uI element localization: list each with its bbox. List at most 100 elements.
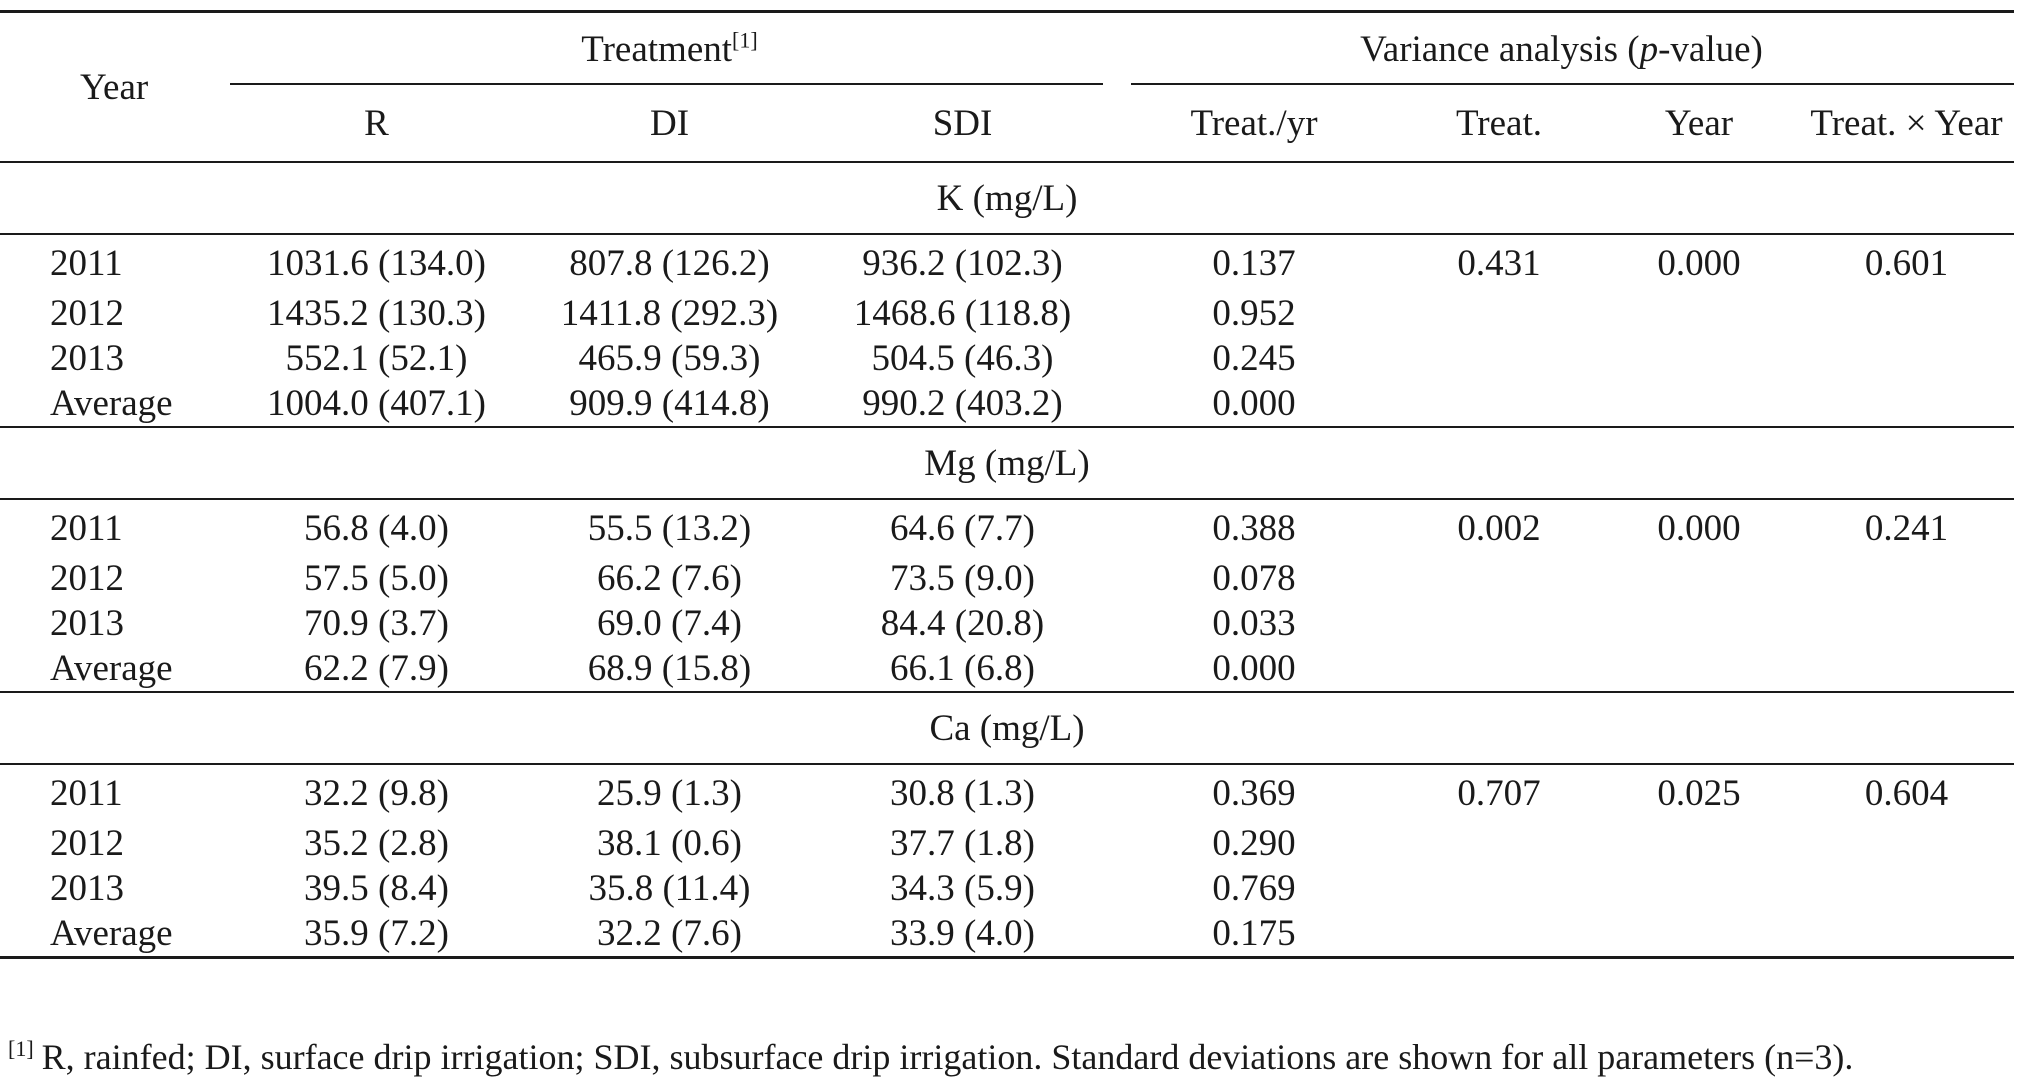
- cell-year: 2012: [50, 823, 124, 864]
- cell-year: 2013: [50, 338, 124, 379]
- cell-treat-yr: 0.033: [1212, 603, 1296, 644]
- cell-di: 25.9 (1.3): [597, 772, 742, 814]
- table-row: 2011 32.2 (9.8) 25.9 (1.3) 30.8 (1.3) 0.…: [0, 764, 2014, 821]
- cell-yr: [1599, 646, 1799, 692]
- table-row: Average 62.2 (7.9) 68.9 (15.8) 66.1 (6.8…: [0, 646, 2014, 692]
- cell-di: 69.0 (7.4): [597, 603, 742, 644]
- cell-year: Average: [0, 911, 230, 959]
- cell-treat-yr: 0.369: [1212, 772, 1296, 814]
- variance-header: Variance analysis (p-value): [1109, 10, 2015, 85]
- section-title-ca: Ca (mg/L): [0, 691, 2015, 765]
- section-title-mg: Mg (mg/L): [0, 426, 2015, 500]
- col-header-r: R: [364, 102, 389, 144]
- cell-treat-x-year: 0.604: [1864, 772, 1949, 814]
- cell-treat-x-year: [1799, 336, 2014, 381]
- table-row: 2013 70.9 (3.7) 69.0 (7.4) 84.4 (20.8) 0…: [0, 601, 2014, 646]
- col-header-sdi: SDI: [932, 102, 993, 144]
- cell-yr: 0.000: [1657, 507, 1741, 549]
- variance-underline: [1131, 83, 2015, 85]
- cell-di: 55.5 (13.2): [587, 507, 752, 549]
- cell-treat-x-year: [1799, 646, 2014, 692]
- variance-header-prefix: Variance analysis (: [1360, 28, 1640, 70]
- cell-treat-x-year: [1799, 291, 2014, 336]
- cell-di: 807.8 (126.2): [569, 242, 770, 284]
- cell-treat: 0.002: [1457, 507, 1541, 549]
- year-header: Year: [0, 10, 230, 162]
- cell-year: 2011: [50, 242, 123, 284]
- section-header-row: Ca (mg/L): [0, 691, 2015, 765]
- cell-di: 909.9 (414.8): [569, 383, 770, 424]
- section-title-k: K (mg/L): [0, 161, 2015, 235]
- cell-r: 57.5 (5.0): [304, 558, 449, 599]
- cell-treat-x-year: [1799, 601, 2014, 646]
- cell-treat-yr: 0.769: [1212, 868, 1296, 909]
- cell-treat-yr: 0.290: [1212, 823, 1296, 864]
- cell-treat-yr: 0.245: [1212, 338, 1296, 379]
- cell-treat-x-year: [1799, 821, 2014, 866]
- col-header-di: DI: [649, 102, 690, 144]
- cell-treat-yr: 0.388: [1212, 507, 1296, 549]
- cell-treat: [1399, 866, 1599, 911]
- cell-r: 1435.2 (130.3): [267, 293, 486, 334]
- cell-yr: [1599, 601, 1799, 646]
- cell-year: 2013: [50, 868, 124, 909]
- section-header-row: K (mg/L): [0, 161, 2015, 235]
- cell-treat-x-year: [1799, 381, 2014, 427]
- cell-treat-yr: 0.000: [1212, 648, 1296, 689]
- cell-r: 35.9 (7.2): [230, 911, 523, 959]
- cell-year: 2011: [50, 507, 123, 549]
- cell-year: 2012: [50, 293, 124, 334]
- cell-sdi: 30.8 (1.3): [890, 772, 1035, 814]
- cell-r: 1004.0 (407.1): [267, 383, 486, 424]
- table-row: Average 1004.0 (407.1) 909.9 (414.8) 990…: [0, 381, 2014, 427]
- cell-year: Average: [50, 648, 173, 689]
- cell-year: 2011: [50, 772, 123, 814]
- cell-treat-yr: 0.000: [1212, 383, 1296, 424]
- cell-sdi: 84.4 (20.8): [880, 603, 1045, 644]
- cell-sdi: 1468.6 (118.8): [853, 293, 1072, 334]
- cell-treat-x-year: [1799, 556, 2014, 601]
- year-header-label: Year: [80, 66, 149, 108]
- results-table: Year Treatment[1] Variance analysis (p-v…: [0, 10, 2015, 959]
- cell-treat-x-year: 0.241: [1864, 507, 1949, 549]
- footnote-mark: [1]: [8, 1036, 34, 1061]
- cell-sdi: 64.6 (7.7): [890, 507, 1035, 549]
- cell-yr: [1599, 821, 1799, 866]
- cell-treat: [1399, 601, 1599, 646]
- cell-treat: [1399, 336, 1599, 381]
- cell-treat-yr: 0.078: [1212, 558, 1296, 599]
- cell-sdi: 37.7 (1.8): [890, 823, 1035, 864]
- cell-treat-x-year: [1799, 866, 2014, 911]
- col-header-treat-yr: Treat./yr: [1190, 102, 1318, 144]
- cell-di: 35.8 (11.4): [588, 868, 751, 909]
- cell-treat-yr: 0.137: [1212, 242, 1296, 284]
- cell-r: 32.2 (9.8): [304, 772, 449, 814]
- cell-r: 1031.6 (134.0): [267, 242, 486, 284]
- cell-r: 552.1 (52.1): [285, 338, 468, 379]
- cell-treat: [1399, 291, 1599, 336]
- cell-year: 2013: [50, 603, 124, 644]
- table-row: 2012 57.5 (5.0) 66.2 (7.6) 73.5 (9.0) 0.…: [0, 556, 2014, 601]
- table-row: 2013 552.1 (52.1) 465.9 (59.3) 504.5 (46…: [0, 336, 2014, 381]
- cell-sdi: 33.9 (4.0): [816, 911, 1109, 959]
- cell-di: 32.2 (7.6): [523, 911, 816, 959]
- table-header: Year Treatment[1] Variance analysis (p-v…: [0, 10, 2015, 162]
- col-header-treat: Treat.: [1456, 102, 1542, 144]
- table-footnote: [1] R, rainfed; DI, surface drip irrigati…: [8, 1036, 1853, 1078]
- table-row: Average 35.9 (7.2) 32.2 (7.6) 33.9 (4.0)…: [0, 911, 2015, 959]
- cell-r: 56.8 (4.0): [304, 507, 449, 549]
- cell-yr: [1599, 291, 1799, 336]
- cell-treat: [1399, 381, 1599, 427]
- treatment-underline: [230, 83, 1103, 85]
- cell-treat-yr: 0.952: [1212, 293, 1296, 334]
- cell-r: 39.5 (8.4): [304, 868, 449, 909]
- cell-sdi: 73.5 (9.0): [890, 558, 1035, 599]
- cell-sdi: 66.1 (6.8): [890, 648, 1035, 689]
- cell-di: 66.2 (7.6): [597, 558, 742, 599]
- table-row: 2011 56.8 (4.0) 55.5 (13.2) 64.6 (7.7) 0…: [0, 499, 2014, 556]
- table-row: 2012 35.2 (2.8) 38.1 (0.6) 37.7 (1.8) 0.…: [0, 821, 2014, 866]
- cell-treat: 0.707: [1457, 772, 1541, 814]
- footnote-text: R, rainfed; DI, surface drip irrigation;…: [41, 1037, 1854, 1077]
- cell-yr: 0.025: [1657, 772, 1741, 814]
- cell-treat-x-year: 0.601: [1864, 242, 1949, 284]
